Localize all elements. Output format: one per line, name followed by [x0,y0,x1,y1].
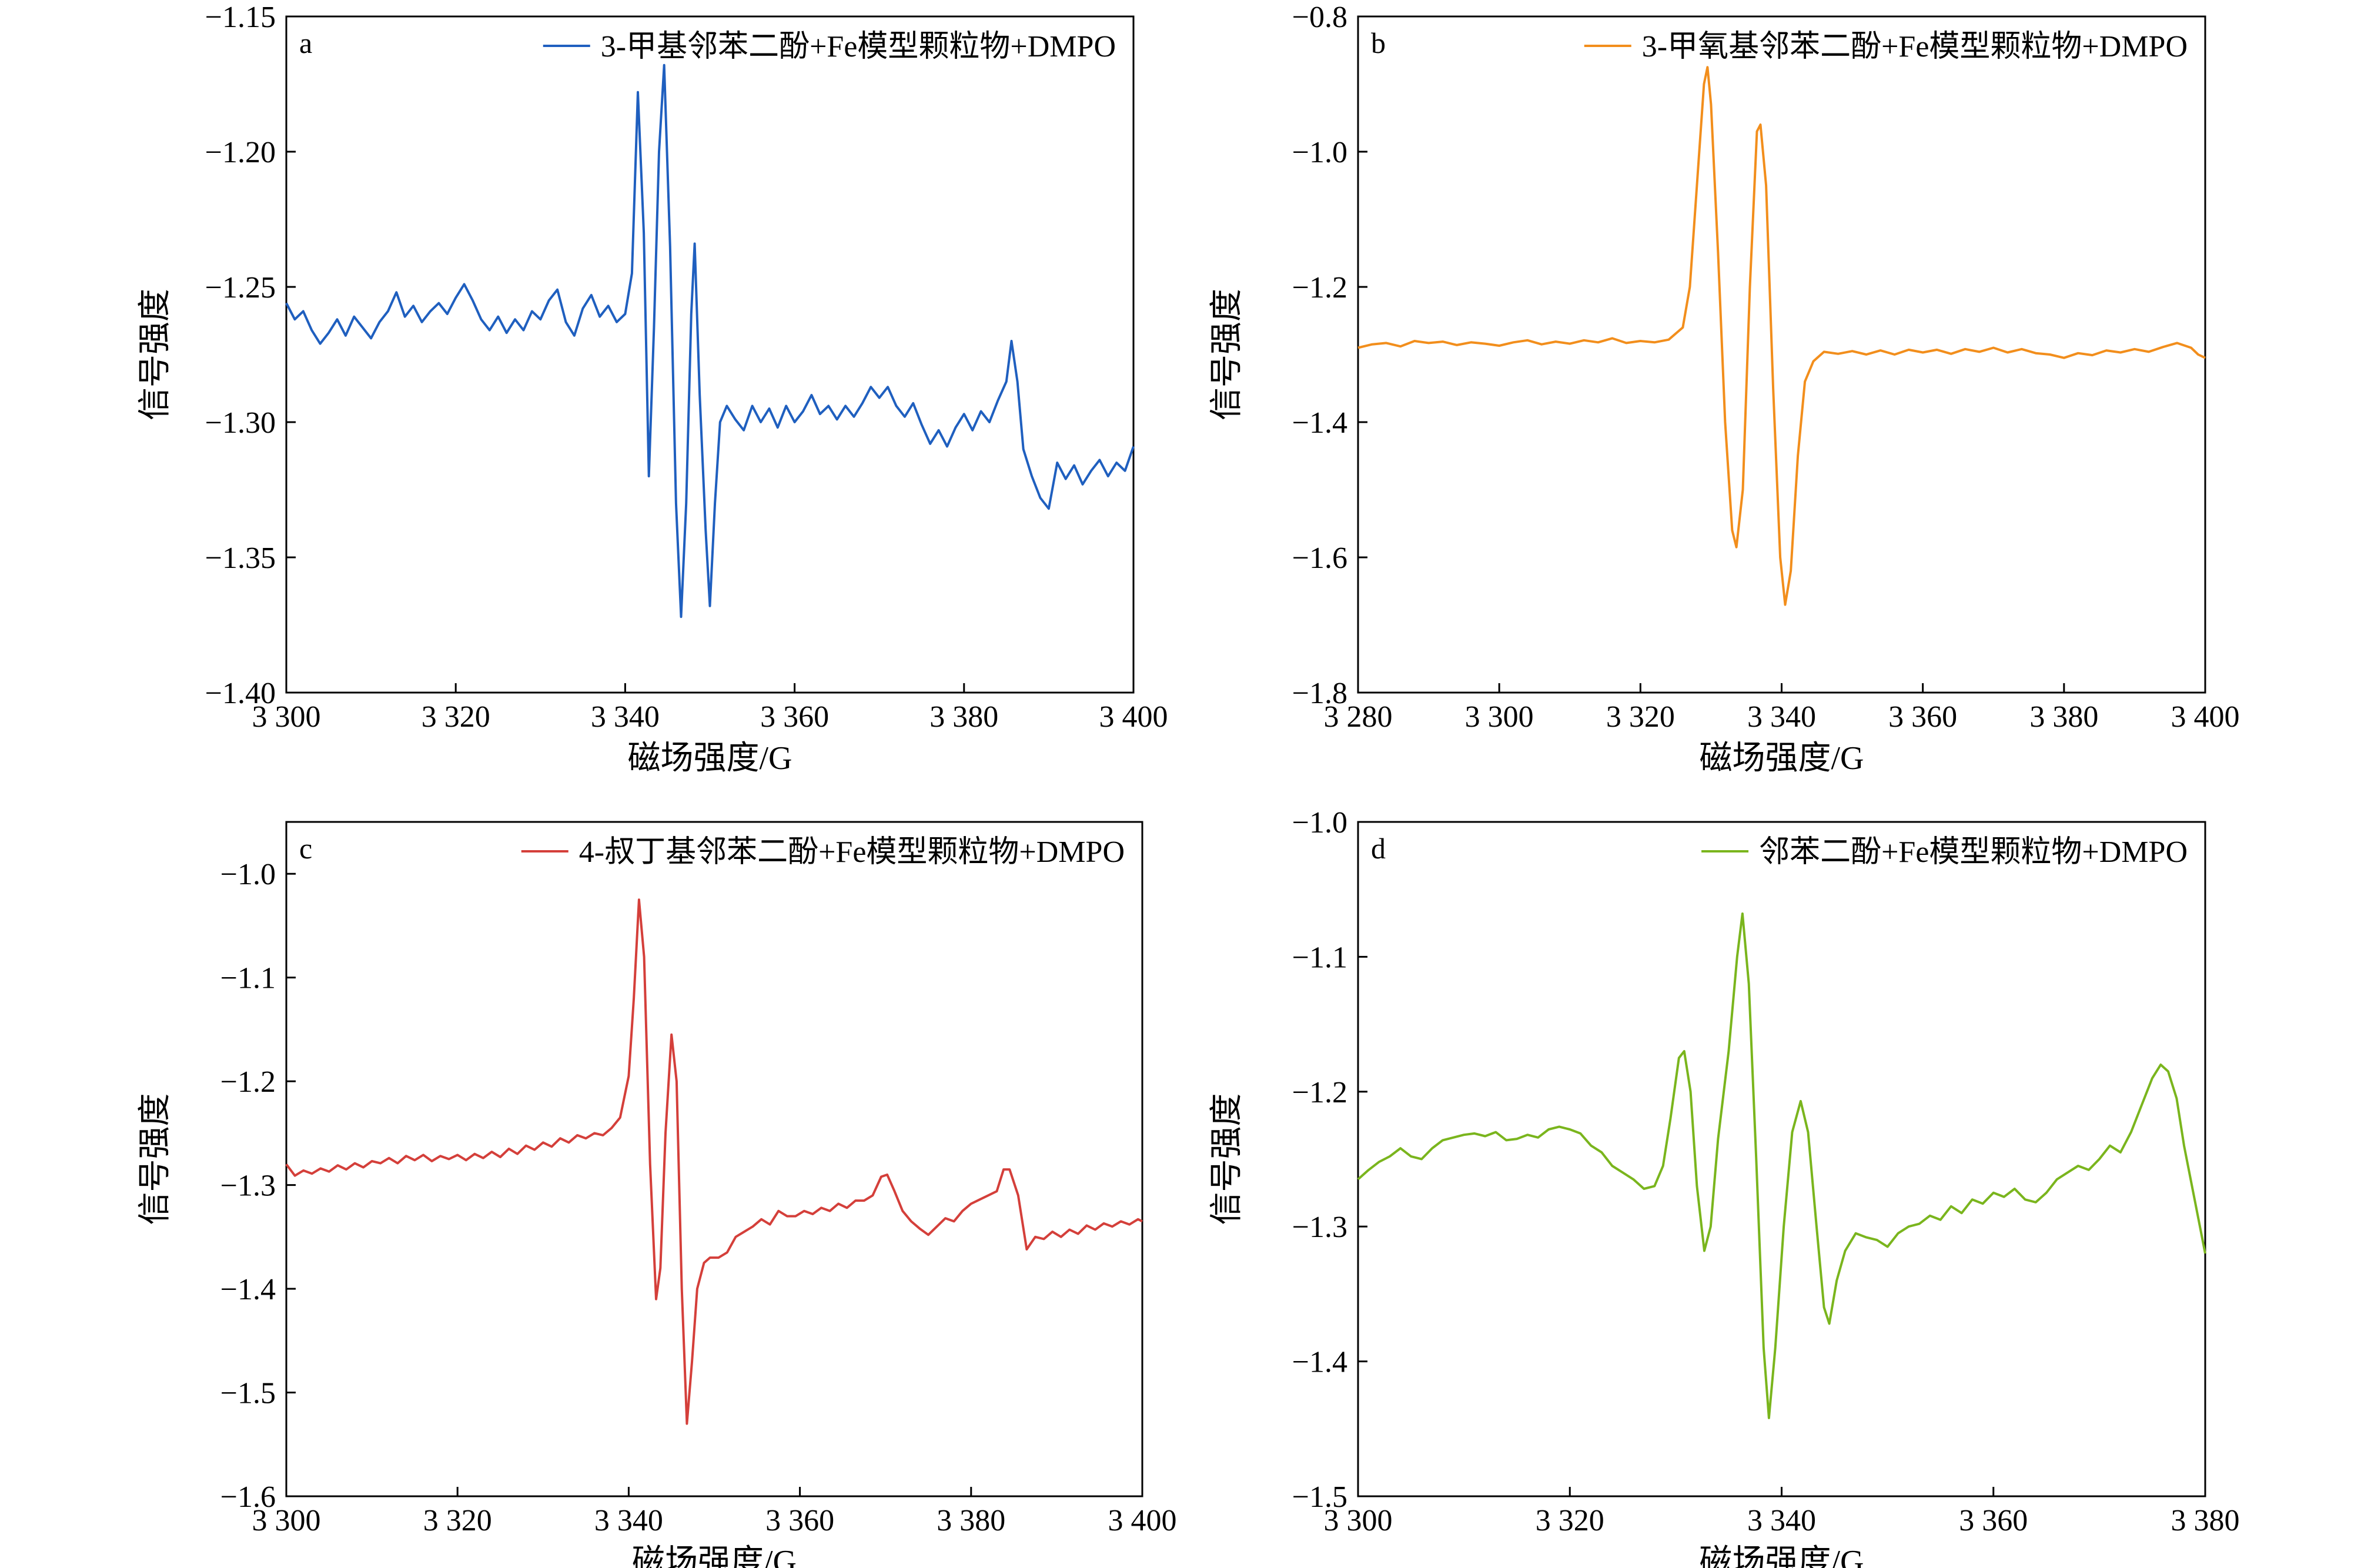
y-tick-label: −1.1 [220,962,276,995]
x-tick-label: 3 320 [422,700,490,734]
x-tick-label: 3 380 [2029,700,2098,734]
panel-letter: c [299,832,312,865]
y-tick-label: −1.5 [220,1377,276,1410]
x-axis-title: 磁场强度/G [632,1544,797,1568]
x-tick-label: 3 340 [594,1504,663,1537]
x-tick-label: 3 380 [929,700,998,734]
y-tick-label: −1.3 [220,1169,276,1203]
y-tick-label: −1.35 [205,541,276,575]
x-tick-label: 3 380 [937,1504,1005,1537]
y-tick-label: −1.0 [1292,136,1347,169]
x-tick-label: 3 340 [1747,1504,1816,1537]
x-tick-label: 3 360 [1888,700,1957,734]
x-tick-label: 3 320 [423,1504,492,1537]
series-line-d-0 [1357,912,2206,1419]
panel-letter: d [1371,832,1386,865]
x-tick-label: 3 340 [1747,700,1816,734]
legend-label: 4-叔丁基邻苯二酚+Fe模型颗粒物+DMPO [579,835,1125,869]
x-tick-label: 3 300 [1324,1504,1393,1537]
y-axis-title: 信号强度 [1209,1094,1245,1225]
x-tick-label: 3 380 [2171,1504,2240,1537]
y-tick-label: −1.30 [205,406,276,440]
x-axis-title: 磁场强度/G [628,740,792,777]
x-tick-label: 3 360 [1959,1504,2028,1537]
y-axis-title: 信号强度 [1209,289,1245,420]
plot-frame [285,15,1135,694]
panel-letter: b [1371,26,1386,59]
x-tick-label: 3 300 [252,1504,321,1537]
y-tick-label: −1.6 [220,1480,276,1514]
x-tick-label: 3 280 [1324,700,1393,734]
plot-frame [285,821,1143,1497]
y-tick-label: −1.0 [1292,806,1347,840]
y-tick-label: −1.2 [1292,271,1347,305]
y-tick-label: −1.15 [205,1,276,34]
y-tick-label: −1.1 [1292,941,1347,974]
series-line-a-0 [285,63,1135,618]
y-axis-title: 信号强度 [137,289,173,420]
chart-panel-a: 3 300 3 320 3 340 3 360 3 380 3 400 −1.40 −1.35… [137,1,1168,777]
y-tick-label: −1.5 [1292,1480,1347,1514]
chart-panel-b: 3 280 3 300 3 320 3 340 3 360 3 380 3 400 −1.8 −… [1209,1,2240,777]
chart-panel-d: 3 300 3 320 3 340 3 360 3 380 −1.5 −1.4 −1.3 −1.… [1209,806,2240,1568]
y-tick-label: −1.2 [1292,1076,1347,1109]
y-tick-label: −1.25 [205,271,276,305]
x-tick-label: 3 320 [1536,1504,1604,1537]
x-tick-label: 3 320 [1606,700,1675,734]
x-tick-label: 3 360 [765,1504,834,1537]
x-axis-title: 磁场强度/G [1700,740,1864,777]
plot-frame [1357,821,2206,1497]
x-tick-label: 3 360 [760,700,829,734]
series-line-b-0 [1357,66,2206,606]
y-tick-label: −1.2 [220,1065,276,1099]
y-tick-label: −1.6 [1292,541,1347,575]
y-axis-title: 信号强度 [137,1094,173,1225]
y-tick-label: −1.40 [205,677,276,710]
y-tick-label: −0.8 [1292,1,1347,34]
plot-frame [1357,15,2206,694]
series-line-c-0 [285,898,1143,1425]
chart-panel-c: 3 300 3 320 3 340 3 360 3 380 3 400 −1.6 −1.5 −1… [137,821,1177,1568]
x-tick-label: 3 400 [1099,700,1168,734]
x-tick-label: 3 400 [1108,1504,1177,1537]
x-tick-label: 3 400 [2171,700,2240,734]
x-tick-label: 3 300 [1465,700,1534,734]
y-tick-label: −1.4 [220,1273,276,1306]
x-tick-label: 3 340 [591,700,660,734]
y-tick-label: −1.8 [1292,677,1347,710]
x-tick-label: 3 300 [252,700,321,734]
y-tick-label: −1.0 [220,858,276,891]
y-tick-label: −1.4 [1292,1346,1347,1379]
y-tick-label: −1.4 [1292,406,1347,440]
x-axis-title: 磁场强度/G [1700,1544,1864,1568]
y-tick-label: −1.3 [1292,1211,1347,1244]
legend-label: 3-甲基邻苯二酚+Fe模型颗粒物+DMPO [601,30,1116,63]
legend-label: 邻苯二酚+Fe模型颗粒物+DMPO [1759,835,2188,869]
y-tick-label: −1.20 [205,136,276,169]
panel-letter: a [299,26,312,59]
legend-label: 3-甲氧基邻苯二酚+Fe模型颗粒物+DMPO [1642,30,2188,63]
